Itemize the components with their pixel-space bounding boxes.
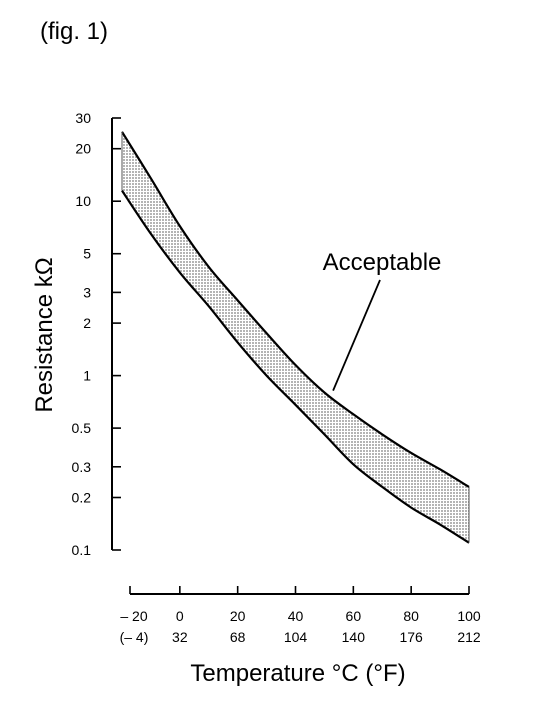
lower-limit-line bbox=[121, 190, 470, 544]
y-tick-label: 3 bbox=[83, 284, 91, 300]
x-tick-label-celsius: 60 bbox=[346, 608, 362, 624]
x-tick-label-celsius: 20 bbox=[230, 608, 246, 624]
x-tick-label-fahrenheit: 176 bbox=[399, 629, 423, 645]
y-tick-label: 2 bbox=[83, 315, 91, 331]
y-tick-label: 20 bbox=[75, 141, 91, 157]
annotation-pointer-line bbox=[332, 279, 381, 391]
x-tick-label-celsius: 40 bbox=[288, 608, 304, 624]
x-tick-label-celsius: 80 bbox=[403, 608, 419, 624]
x-tick-label-celsius: 100 bbox=[457, 608, 481, 624]
x-tick-label-fahrenheit: 32 bbox=[172, 629, 188, 645]
y-tick-label: 1 bbox=[83, 368, 91, 384]
acceptable-band bbox=[122, 131, 469, 543]
y-tick-label: 0.3 bbox=[72, 459, 92, 475]
upper-limit-line bbox=[121, 131, 470, 488]
y-axis-label: Resistance kΩ bbox=[31, 257, 58, 412]
x-tick-label-celsius: 0 bbox=[176, 608, 184, 624]
figure-label: (fig. 1) bbox=[40, 18, 109, 45]
y-tick-label: 0.2 bbox=[72, 490, 92, 506]
x-tick-label-fahrenheit: 104 bbox=[284, 629, 308, 645]
y-tick-label: 0.1 bbox=[72, 542, 92, 558]
x-tick-label-celsius: – 20 bbox=[120, 608, 147, 624]
y-tick-label: 10 bbox=[75, 193, 91, 209]
y-tick-label: 0.5 bbox=[72, 420, 92, 436]
x-tick-label-fahrenheit: 212 bbox=[457, 629, 481, 645]
x-axis-label: Temperature °C (°F) bbox=[190, 660, 405, 687]
x-tick-label-fahrenheit: 140 bbox=[342, 629, 366, 645]
x-tick-label-fahrenheit: (– 4) bbox=[120, 629, 149, 645]
x-tick-label-fahrenheit: 68 bbox=[230, 629, 246, 645]
y-tick-label: 5 bbox=[83, 246, 91, 262]
annotation-label: Acceptable bbox=[323, 249, 442, 276]
y-tick-label: 30 bbox=[75, 110, 91, 126]
